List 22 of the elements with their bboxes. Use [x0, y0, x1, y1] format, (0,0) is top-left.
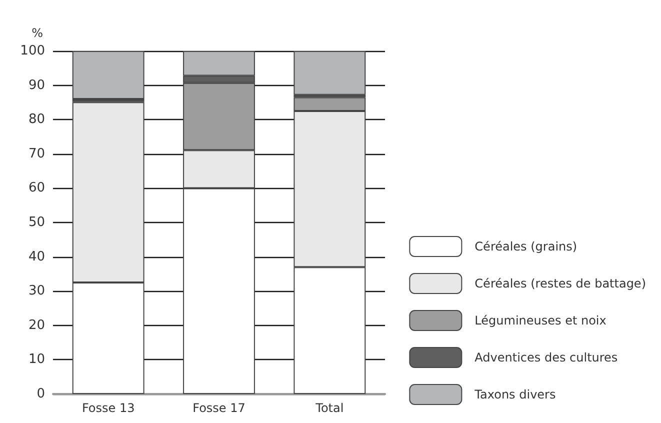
x-tick-label: Fosse 17	[192, 401, 246, 415]
legend-label: Céréales (grains)	[474, 240, 578, 254]
y-tick-label: 60	[28, 180, 45, 196]
y-tick-label: 20	[28, 318, 45, 333]
y-tick-label: 50	[28, 215, 45, 230]
y-tick-label: 70	[28, 146, 45, 162]
x-tick-label: Fosse 13	[82, 401, 135, 415]
y-axis-title: %	[32, 26, 43, 40]
y-tick-label: 0	[36, 386, 45, 402]
legend-label: Adventices des cultures	[474, 350, 618, 364]
y-tick-label: 30	[28, 284, 45, 299]
legend-label: Céréales (restes de battage)	[474, 276, 646, 290]
legend-label: Légumineuses et noix	[474, 314, 606, 328]
y-tick-label: 10	[28, 352, 45, 368]
y-tick-label: 90	[28, 78, 45, 93]
bar	[294, 51, 366, 95]
bar	[72, 51, 144, 100]
y-tick-label: 80	[28, 112, 45, 128]
legend-label: Taxons divers	[474, 388, 556, 402]
y-tick-label: 40	[28, 249, 45, 264]
x-tick-label: Total	[314, 401, 344, 415]
y-tick-label: 100	[20, 44, 45, 58]
